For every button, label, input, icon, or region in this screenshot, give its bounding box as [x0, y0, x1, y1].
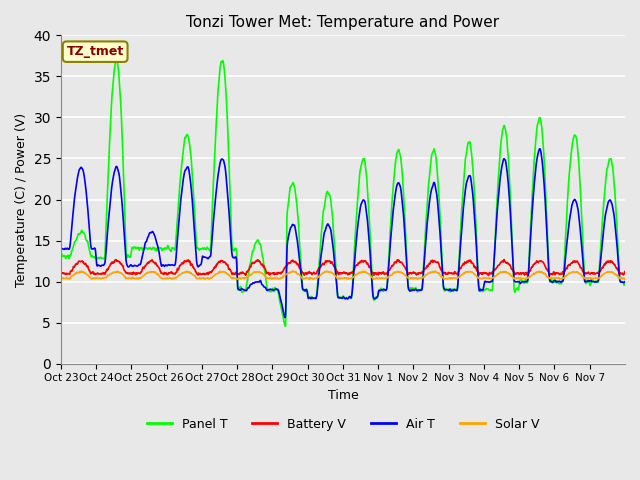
Panel T — [282, 324, 289, 329]
Air T — [235, 287, 243, 292]
Line: Air T: Air T — [61, 149, 625, 318]
Text: TZ_tmet: TZ_tmet — [67, 45, 124, 58]
Panel T — [219, 58, 227, 63]
Battery V — [57, 270, 65, 276]
Legend: Panel T, Battery V, Air T, Solar V: Panel T, Battery V, Air T, Solar V — [141, 413, 545, 436]
Panel T — [513, 286, 521, 291]
Air T — [536, 146, 543, 152]
Air T — [377, 288, 385, 293]
Panel T — [57, 251, 65, 257]
Solar V — [545, 276, 553, 281]
Solar V — [513, 275, 521, 281]
Battery V — [377, 270, 385, 276]
Line: Solar V: Solar V — [61, 271, 625, 279]
Battery V — [500, 257, 508, 263]
Panel T — [113, 59, 121, 65]
Panel T — [378, 285, 385, 291]
Solar V — [613, 272, 621, 278]
X-axis label: Time: Time — [328, 389, 358, 402]
Battery V — [613, 265, 621, 271]
Panel T — [613, 228, 621, 234]
Solar V — [236, 276, 243, 281]
Air T — [613, 244, 621, 250]
Battery V — [484, 273, 492, 278]
Line: Battery V: Battery V — [61, 260, 625, 276]
Solar V — [57, 275, 65, 281]
Y-axis label: Temperature (C) / Power (V): Temperature (C) / Power (V) — [15, 112, 28, 287]
Solar V — [431, 268, 439, 274]
Solar V — [113, 268, 121, 274]
Air T — [281, 315, 289, 321]
Air T — [513, 279, 520, 285]
Air T — [113, 165, 121, 170]
Solar V — [621, 276, 628, 282]
Battery V — [113, 259, 121, 264]
Title: Tonzi Tower Met: Temperature and Power: Tonzi Tower Met: Temperature and Power — [186, 15, 499, 30]
Battery V — [235, 271, 243, 277]
Panel T — [545, 266, 553, 272]
Line: Panel T: Panel T — [61, 60, 625, 326]
Solar V — [377, 276, 385, 281]
Solar V — [234, 276, 242, 282]
Panel T — [621, 280, 628, 286]
Air T — [545, 269, 553, 275]
Panel T — [236, 286, 243, 292]
Air T — [57, 244, 65, 250]
Battery V — [621, 269, 628, 275]
Air T — [621, 279, 628, 285]
Battery V — [545, 270, 553, 276]
Battery V — [513, 270, 521, 276]
